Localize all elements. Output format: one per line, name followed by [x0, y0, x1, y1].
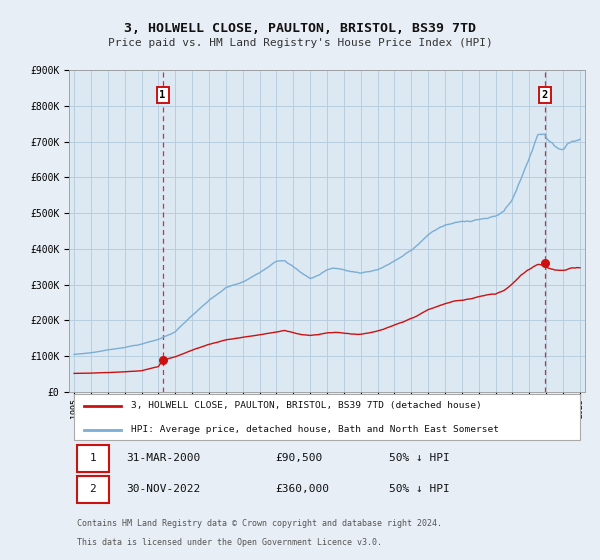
Text: This data is licensed under the Open Government Licence v3.0.: This data is licensed under the Open Gov…	[77, 538, 382, 547]
Text: 3, HOLWELL CLOSE, PAULTON, BRISTOL, BS39 7TD (detached house): 3, HOLWELL CLOSE, PAULTON, BRISTOL, BS39…	[131, 401, 482, 410]
Text: 2: 2	[542, 90, 548, 100]
Text: 1: 1	[160, 90, 166, 100]
Text: 50% ↓ HPI: 50% ↓ HPI	[389, 453, 449, 463]
Text: 30-NOV-2022: 30-NOV-2022	[126, 484, 200, 493]
FancyBboxPatch shape	[77, 445, 109, 472]
Text: £90,500: £90,500	[275, 453, 323, 463]
Text: 31-MAR-2000: 31-MAR-2000	[126, 453, 200, 463]
Text: 3, HOLWELL CLOSE, PAULTON, BRISTOL, BS39 7TD: 3, HOLWELL CLOSE, PAULTON, BRISTOL, BS39…	[124, 22, 476, 35]
Text: £360,000: £360,000	[275, 484, 329, 493]
FancyBboxPatch shape	[74, 394, 580, 440]
Text: Price paid vs. HM Land Registry's House Price Index (HPI): Price paid vs. HM Land Registry's House …	[107, 38, 493, 48]
Text: 2: 2	[89, 484, 96, 493]
Text: 50% ↓ HPI: 50% ↓ HPI	[389, 484, 449, 493]
Text: 1: 1	[89, 453, 96, 463]
Text: HPI: Average price, detached house, Bath and North East Somerset: HPI: Average price, detached house, Bath…	[131, 425, 499, 435]
Text: Contains HM Land Registry data © Crown copyright and database right 2024.: Contains HM Land Registry data © Crown c…	[77, 519, 442, 528]
FancyBboxPatch shape	[77, 476, 109, 503]
